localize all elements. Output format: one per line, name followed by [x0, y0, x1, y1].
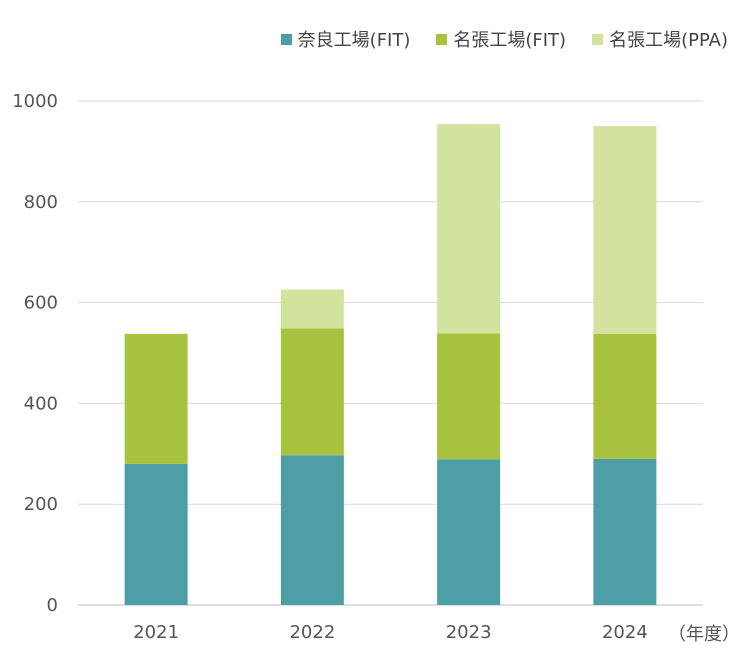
y-tick-label-1000: 1000	[12, 91, 58, 112]
y-tick-label-600: 600	[24, 293, 58, 314]
bar-2023-series-0	[437, 459, 501, 605]
x-tick-label-2021: 2021	[133, 622, 179, 643]
x-tick-label-2023: 2023	[446, 622, 492, 643]
bar-2022-series-0	[280, 455, 344, 605]
bar-2022-series-1	[280, 328, 344, 456]
bar-2024-series-2	[593, 126, 657, 334]
y-tick-label-0: 0	[47, 595, 58, 616]
y-tick-label-800: 800	[24, 192, 58, 213]
y-tick-label-400: 400	[24, 393, 58, 414]
y-axis: 0 200 400 600 800 1000	[12, 91, 58, 616]
bar-2024-series-0	[593, 458, 657, 605]
x-axis-unit-label: （年度）	[668, 624, 740, 645]
bar-2021-series-0	[124, 463, 188, 605]
bars	[124, 124, 657, 605]
legend-item-nabari-ppa: 名張工場(PPA)	[592, 26, 728, 52]
legend-swatch-nabari-ppa	[592, 33, 604, 45]
legend-swatch-nara-fit	[280, 33, 292, 45]
x-tick-label-2024: 2024	[602, 622, 648, 643]
bar-2023-series-2	[437, 124, 501, 334]
bar-2023-series-1	[437, 333, 501, 460]
legend-label-nabari-ppa: 名張工場(PPA)	[609, 30, 728, 51]
y-tick-label-200: 200	[24, 494, 58, 515]
legend-item-nara-fit: 奈良工場(FIT)	[280, 26, 411, 52]
x-tick-label-2022: 2022	[289, 622, 335, 643]
x-axis: 2021 2022 2023 2024	[133, 622, 648, 643]
legend-label-nabari-fit: 名張工場(FIT)	[453, 30, 567, 51]
bar-2022-series-2	[280, 289, 344, 329]
legend-swatch-nabari-fit	[436, 33, 448, 45]
chart-legend: 奈良工場(FIT) 名張工場(FIT) 名張工場(PPA)	[280, 26, 728, 52]
bar-2024-series-1	[593, 333, 657, 459]
legend-item-nabari-fit: 名張工場(FIT)	[436, 26, 566, 52]
bar-2021-series-1	[124, 333, 188, 464]
legend-label-nara-fit: 奈良工場(FIT)	[297, 30, 411, 51]
